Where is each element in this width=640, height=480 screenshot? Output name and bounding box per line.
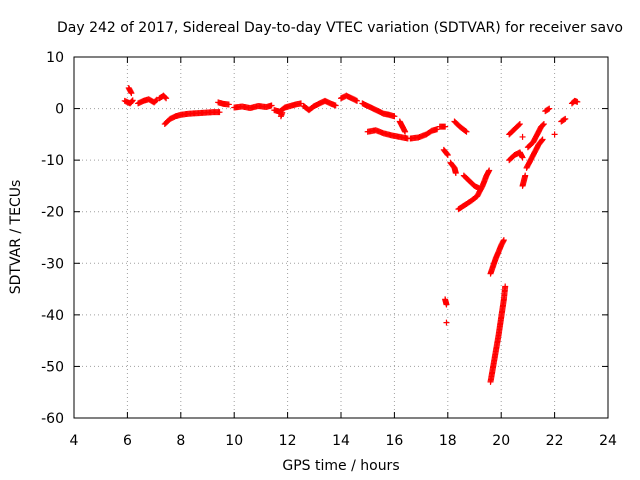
data-point	[163, 95, 170, 102]
data-point	[444, 151, 451, 158]
data-point	[354, 97, 361, 104]
data-point	[502, 283, 509, 290]
y-tick-labels: 10 0 -10 -20 -30 -40 -50 -60	[41, 50, 64, 427]
x-tick-label: 20	[492, 433, 510, 449]
data-point	[443, 301, 450, 308]
data-point	[574, 98, 581, 105]
data-point	[540, 121, 547, 128]
chart-title: Day 242 of 2017, Sidereal Day-to-day VTE…	[57, 20, 623, 36]
y-tick-label: -30	[41, 256, 64, 272]
data-point	[332, 102, 339, 109]
data-point	[522, 172, 529, 179]
data-point	[562, 115, 569, 122]
data-point	[561, 116, 568, 123]
data-point	[216, 109, 223, 116]
x-axis-label: GPS time / hours	[282, 458, 399, 474]
data-point	[500, 237, 507, 244]
data-point	[444, 151, 451, 158]
x-tick-label: 4	[70, 433, 79, 449]
y-tick-label: 10	[46, 50, 64, 66]
data-point	[546, 105, 553, 112]
x-tick-label: 24	[599, 433, 617, 449]
x-tick-label: 8	[176, 433, 185, 449]
data-point	[225, 101, 232, 108]
data-point	[268, 102, 275, 109]
y-tick-label: -50	[41, 359, 64, 375]
data-point	[279, 109, 286, 116]
data-point	[128, 90, 135, 97]
x-tick-labels: 4 6 8 10 12 14 16 18 20 22 24	[70, 433, 617, 449]
data-point	[443, 319, 450, 326]
y-tick-label: -20	[41, 205, 64, 221]
data-point	[519, 154, 526, 161]
axis-ticks	[73, 56, 609, 419]
data-point	[452, 170, 459, 177]
x-tick-label: 16	[385, 433, 403, 449]
x-tick-label: 18	[439, 433, 457, 449]
data-point	[551, 131, 558, 138]
y-tick-label: -10	[41, 153, 64, 169]
data-point	[162, 94, 169, 101]
x-tick-label: 12	[279, 433, 297, 449]
data-point	[463, 128, 470, 135]
data-point	[539, 136, 546, 143]
y-axis-label: SDTVAR / TECUs	[8, 180, 24, 295]
data-point	[442, 123, 449, 130]
y-tick-label: -60	[41, 411, 64, 427]
data-point	[519, 133, 526, 140]
y-tick-label: 0	[55, 102, 64, 118]
data-point	[516, 121, 522, 128]
data-point	[486, 167, 493, 174]
grid-lines	[74, 57, 608, 418]
x-tick-label: 22	[546, 433, 564, 449]
x-tick-label: 14	[332, 433, 350, 449]
x-tick-label: 6	[123, 433, 132, 449]
data-point	[538, 137, 545, 144]
x-tick-label: 10	[225, 433, 243, 449]
data-point	[540, 121, 547, 128]
data-points	[121, 84, 581, 385]
data-point	[516, 121, 523, 128]
data-point	[152, 97, 159, 104]
data-point	[462, 128, 469, 135]
data-point	[391, 113, 398, 120]
data-point	[129, 98, 136, 105]
data-point	[402, 128, 409, 135]
data-point	[545, 106, 552, 113]
data-point	[129, 97, 136, 104]
y-tick-label: -40	[41, 308, 64, 324]
